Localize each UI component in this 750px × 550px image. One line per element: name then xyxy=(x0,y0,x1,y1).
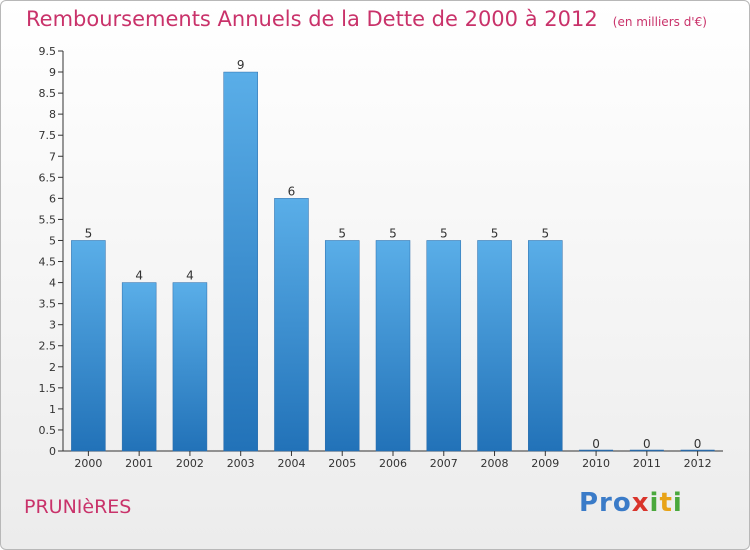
y-tick-label: 9 xyxy=(49,66,56,79)
y-tick-label: 5.5 xyxy=(39,213,57,226)
bar-value-label: 9 xyxy=(237,58,245,72)
y-tick-label: 5 xyxy=(49,234,56,247)
y-tick-label: 2 xyxy=(49,361,56,374)
bar xyxy=(121,282,157,452)
bar xyxy=(274,198,309,452)
bar-value-label: 0 xyxy=(694,437,702,451)
bar-value-label: 5 xyxy=(389,226,397,240)
bar-value-label: 4 xyxy=(135,269,143,283)
y-tick-label: 4.5 xyxy=(39,256,57,269)
y-tick-label: 3.5 xyxy=(39,298,57,311)
y-tick-label: 2.5 xyxy=(39,340,57,353)
chart-unit: (en milliers d'€) xyxy=(612,15,707,29)
bar xyxy=(375,240,411,452)
x-tick-label: 2010 xyxy=(582,457,610,470)
bar xyxy=(324,240,360,452)
chart-title: Remboursements Annuels de la Dette de 20… xyxy=(26,7,598,31)
bar-value-label: 5 xyxy=(541,226,549,240)
y-tick-label: 1.5 xyxy=(39,382,57,395)
bar xyxy=(223,71,258,452)
x-tick-label: 2000 xyxy=(74,457,102,470)
y-tick-label: 0 xyxy=(49,445,56,458)
proxiti-logo: Proxiti xyxy=(579,488,683,518)
y-tick-label: 7 xyxy=(49,150,56,163)
y-tick-label: 9.5 xyxy=(39,45,57,58)
chart-title-row: Remboursements Annuels de la Dette de 20… xyxy=(26,7,707,31)
bar xyxy=(71,240,106,452)
y-tick-label: 7.5 xyxy=(39,129,57,142)
y-tick-label: 8.5 xyxy=(39,87,57,100)
bar xyxy=(426,240,462,452)
x-tick-label: 2008 xyxy=(481,457,509,470)
x-tick-label: 2006 xyxy=(379,457,407,470)
bar-value-label: 5 xyxy=(491,226,499,240)
x-tick-label: 2003 xyxy=(227,457,255,470)
y-tick-label: 6.5 xyxy=(39,171,57,184)
bar-value-label: 5 xyxy=(338,226,346,240)
x-tick-label: 2007 xyxy=(430,457,458,470)
y-tick-label: 6 xyxy=(49,192,56,205)
y-tick-label: 0.5 xyxy=(39,424,57,437)
bar xyxy=(528,240,563,452)
y-tick-label: 1 xyxy=(49,403,56,416)
bar-value-label: 6 xyxy=(288,184,296,198)
bar-value-label: 0 xyxy=(643,437,651,451)
bar xyxy=(172,282,208,452)
commune-name: PRUNIèRES xyxy=(24,496,132,518)
y-tick-label: 4 xyxy=(49,277,56,290)
x-tick-label: 2004 xyxy=(277,457,305,470)
x-tick-label: 2005 xyxy=(328,457,356,470)
y-tick-label: 3 xyxy=(49,319,56,332)
bar-value-label: 5 xyxy=(85,226,93,240)
bar-value-label: 5 xyxy=(440,226,448,240)
x-tick-label: 2012 xyxy=(684,457,712,470)
x-tick-label: 2001 xyxy=(125,457,153,470)
y-tick-label: 8 xyxy=(49,108,56,121)
x-tick-label: 2011 xyxy=(633,457,661,470)
x-tick-label: 2002 xyxy=(176,457,204,470)
bar xyxy=(477,240,512,452)
bar-value-label: 0 xyxy=(592,437,600,451)
bar-value-label: 4 xyxy=(186,269,194,283)
x-tick-label: 2009 xyxy=(531,457,559,470)
